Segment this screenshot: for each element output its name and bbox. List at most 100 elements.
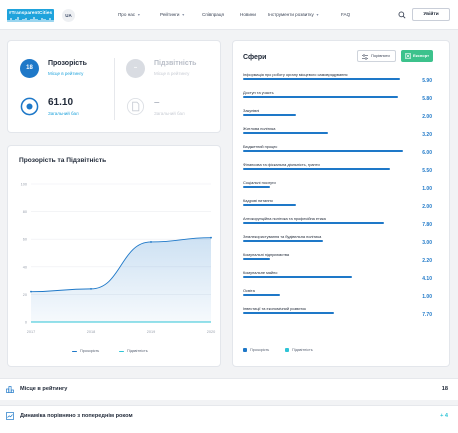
login-button[interactable]: Увійти [412,8,450,21]
accountability-rank-badge: – [126,59,145,78]
legend-transparency-swatch [72,351,77,352]
document-icon [126,97,145,116]
nav-cooperation[interactable]: Співпраця [202,12,224,17]
spreadsheet-icon [405,53,411,59]
spheres-legend-accountability-swatch [285,348,289,352]
sphere-value: 5.90 [422,78,432,84]
x-tick-label: 2018 [87,330,95,334]
sphere-bar [243,276,353,278]
dynamics-row-label: Динаміка порівняно з попереднім роком [20,413,133,419]
sphere-label: Фінансова та фіскальна діяльність, грант… [243,162,320,167]
sphere-value: 1.00 [422,186,432,192]
sliders-icon [362,54,368,60]
dynamics-row[interactable]: Динаміка порівняно з попереднім роком + … [0,405,458,433]
area-chart: 0 20 40 60 80 100 2017 2018 2019 2020 [21,183,216,335]
sphere-value: 3.20 [422,132,432,138]
sphere-bar [243,222,385,224]
sphere-row[interactable]: Доступ та участь 5.80 [243,90,432,108]
sphere-bar [243,240,323,242]
sphere-label: Освіта [243,288,255,293]
nav-ratings[interactable]: Рейтинги ▼ [160,12,185,17]
logo[interactable]: #TransparentCities [7,9,54,22]
sphere-label: Антикорупційна політика та професійна ет… [243,216,326,221]
nav-about[interactable]: Про нас ▼ [118,12,141,17]
sphere-value: 2.00 [422,114,432,120]
sphere-row[interactable]: Освіта 1.00 [243,288,432,306]
nav-tools-label: Інструменти розвитку [268,12,314,17]
sphere-bar [243,312,334,314]
sphere-row[interactable]: Інформація про роботу органу місцевого с… [243,72,432,90]
sphere-bar [243,114,297,116]
nav-cooperation-label: Співпраця [202,12,224,17]
search-icon[interactable] [398,11,406,19]
nav-tools[interactable]: Інструменти розвитку ▼ [268,12,319,17]
compare-button[interactable]: Порівняти [357,50,396,62]
nav-faq[interactable]: FAQ [341,12,350,17]
transparency-point [90,287,92,290]
y-tick-label: 40 [23,265,27,269]
chart-title: Прозорість та Підзвітність [19,157,107,164]
transparency-point [210,236,212,239]
x-tick-label: 2017 [27,330,35,334]
divider [114,58,115,120]
export-button[interactable]: Експорт [401,50,433,62]
nav-news-label: Новини [240,12,256,17]
sphere-bar [243,186,270,188]
sphere-value: 5.80 [422,96,432,102]
sphere-value: 3.00 [422,240,432,246]
spheres-legend-transparency: Прозорість [250,348,270,352]
sphere-label: Соціальні послуги [243,180,276,185]
rank-row[interactable]: Місце в рейтингу 18 [0,378,458,400]
legend-transparency: Прозорість [80,349,100,353]
logo-text: #TransparentCities [9,10,53,15]
chevron-down-icon: ▼ [315,13,320,17]
sphere-value: 6.00 [422,150,432,156]
sphere-bar [243,132,329,134]
sphere-label: Кадрові питання [243,198,273,203]
y-tick-label: 100 [21,183,27,187]
transparency-series-line [30,237,212,293]
y-tick-label: 80 [23,210,27,214]
accountability-score: – [154,97,160,108]
sphere-row[interactable]: Комунальні підприємства 2.20 [243,252,432,270]
accountability-rank-label: Місце в рейтингу [154,71,190,76]
sphere-row[interactable]: Бюджетний процес 6.00 [243,144,432,162]
transparency-point [30,290,32,293]
sphere-bar [243,204,297,206]
sphere-row[interactable]: Комунальне майно 4.10 [243,270,432,288]
transparency-point [150,241,152,243]
sphere-label: Комунальні підприємства [243,252,290,257]
sphere-value: 1.00 [422,294,432,300]
nav-news[interactable]: Новини [240,12,256,17]
dynamics-row-value: + 4 [440,413,448,419]
sphere-label: Бюджетний процес [243,144,278,149]
sphere-label: Землекористування та будівельна політика [243,234,322,239]
sphere-label: Комунальне майно [243,270,278,275]
legend-accountability-swatch [119,351,124,352]
legend-accountability: Підзвітність [127,349,148,353]
sphere-row[interactable]: Землекористування та будівельна політика… [243,234,432,252]
spheres-legend-accountability: Підзвітність [292,348,313,352]
skyline-icon [7,17,54,22]
sphere-row[interactable]: Закупівлі 2.00 [243,108,432,126]
header: #TransparentCities UA Про нас ▼ Рейтинги ▼… [0,0,458,30]
sphere-bar [243,96,398,98]
sphere-row[interactable]: Житлова політика 3.20 [243,126,432,144]
sphere-row[interactable]: Соціальні послуги 1.00 [243,180,432,198]
sphere-value: 7.70 [422,312,432,318]
sphere-row[interactable]: Антикорупційна політика та професійна ет… [243,216,432,234]
chevron-down-icon: ▼ [181,13,185,17]
transparency-series-area [31,237,211,322]
x-tick-label: 2019 [147,330,155,334]
sphere-row[interactable]: Кадрові питання 2.00 [243,198,432,216]
nav-ratings-label: Рейтинги [160,12,180,17]
sphere-label: Закупівлі [243,108,260,113]
sphere-label: Інформація про роботу органу місцевого с… [243,72,348,77]
rank-row-value: 18 [441,386,448,392]
sphere-row[interactable]: Фінансова та фіскальна діяльність, грант… [243,162,432,180]
sphere-row[interactable]: Інвестиції та економічний розвиток 7.70 [243,306,432,324]
rank-row-label: Місце в рейтингу [20,386,68,392]
accountability-score-label: Загальний бал [154,111,185,116]
language-switcher[interactable]: UA [62,9,75,22]
target-icon [20,97,39,116]
